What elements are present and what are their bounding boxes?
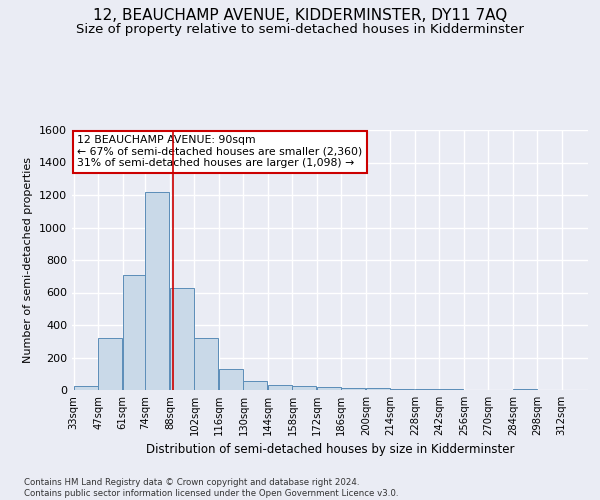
Bar [513,389,537,390]
Bar [98,338,122,390]
Bar [366,388,390,390]
Bar [292,386,316,390]
Text: 12 BEAUCHAMP AVENUE: 90sqm
← 67% of semi-detached houses are smaller (2,360)
31%: 12 BEAUCHAMP AVENUE: 90sqm ← 67% of semi… [77,135,362,168]
Bar [123,274,146,390]
Bar [170,288,194,390]
Y-axis label: Number of semi-detached properties: Number of semi-detached properties [23,157,34,363]
Bar [341,388,365,390]
Bar [391,388,415,390]
Bar [194,338,218,390]
Text: Size of property relative to semi-detached houses in Kidderminster: Size of property relative to semi-detach… [76,22,524,36]
Bar [439,389,463,390]
Bar [74,386,98,390]
Bar [244,381,268,390]
Text: Contains HM Land Registry data © Crown copyright and database right 2024.
Contai: Contains HM Land Registry data © Crown c… [24,478,398,498]
Text: Distribution of semi-detached houses by size in Kidderminster: Distribution of semi-detached houses by … [146,442,514,456]
Text: 12, BEAUCHAMP AVENUE, KIDDERMINSTER, DY11 7AQ: 12, BEAUCHAMP AVENUE, KIDDERMINSTER, DY1… [93,8,507,22]
Bar [145,192,169,390]
Bar [415,389,439,390]
Bar [268,385,292,390]
Bar [219,369,243,390]
Bar [317,387,341,390]
